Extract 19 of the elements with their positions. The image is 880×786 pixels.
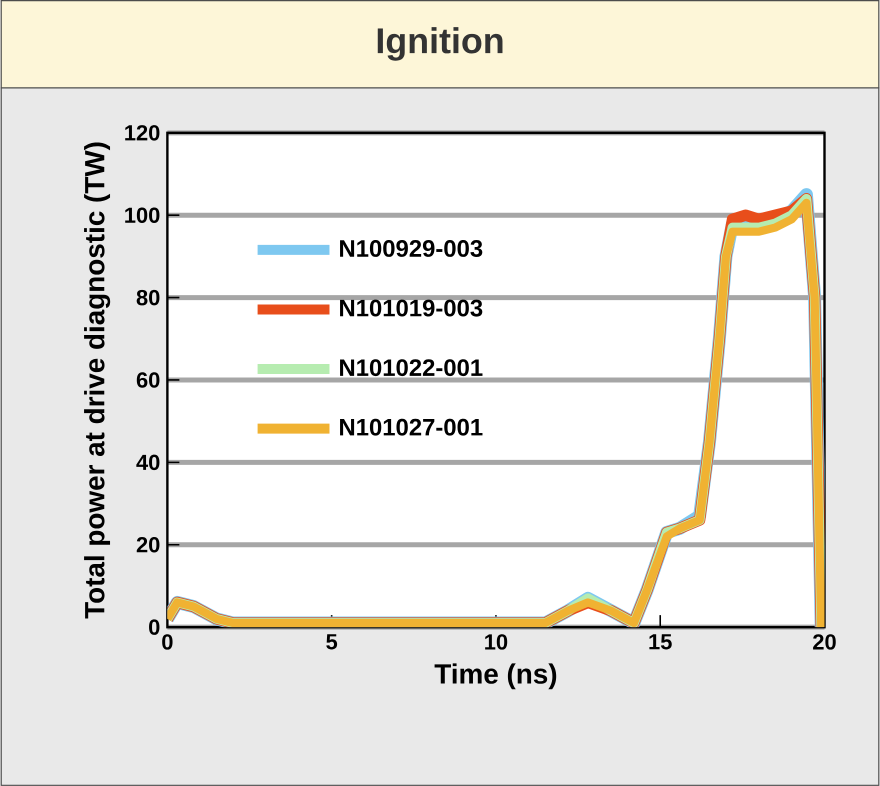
x-tick-label: 20: [813, 634, 836, 650]
y-tick-label: 0: [149, 619, 160, 635]
y-tick-label: 20: [136, 537, 160, 553]
x-tick-label: 10: [485, 634, 508, 650]
chart-title: Ignition: [378, 27, 502, 61]
x-tick-label: 15: [649, 634, 672, 650]
x-tick-label: 0: [162, 634, 173, 650]
y-axis-title: Total power at drive diagnostic (TW): [84, 142, 110, 619]
legend-label: N101019-003: [340, 300, 482, 317]
y-tick-label: 60: [136, 372, 160, 388]
legend-label: N101027-001: [340, 418, 482, 436]
y-tick-label: 80: [136, 290, 160, 306]
x-tick-label: 5: [326, 634, 338, 650]
y-tick-label: 120: [125, 125, 160, 141]
y-tick-label: 40: [136, 454, 160, 470]
legend-label: N100929-003: [340, 240, 482, 258]
y-tick-label: 100: [125, 208, 160, 223]
legend-label: N101022-001: [340, 359, 482, 376]
x-axis-title: Time (ns): [434, 663, 556, 690]
